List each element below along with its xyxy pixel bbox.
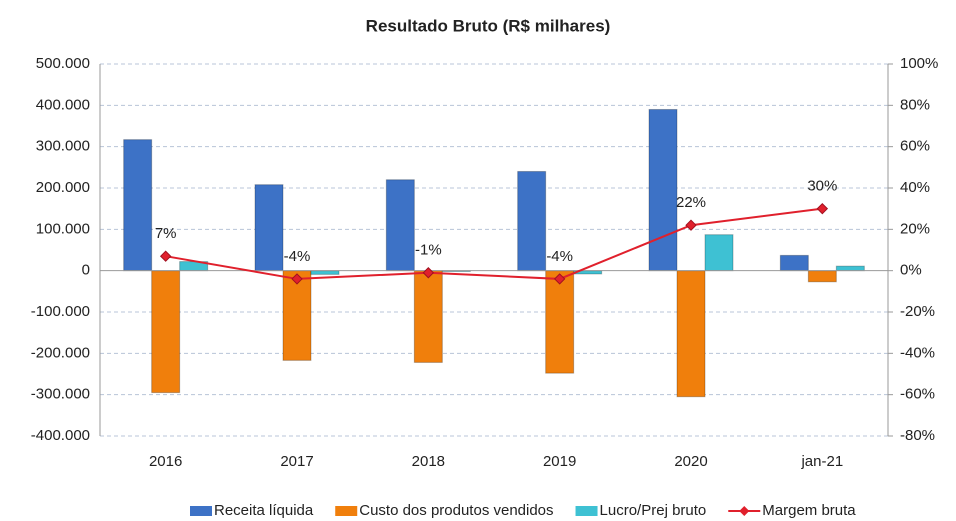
bar — [310, 270, 340, 275]
y-tick-label: 400.000 — [36, 96, 90, 113]
x-tick-label: 2019 — [543, 453, 576, 470]
marker — [159, 250, 172, 262]
bar — [648, 108, 678, 272]
marker — [816, 202, 829, 215]
y2-tick-label: -40% — [900, 344, 935, 361]
data-label: -1% — [415, 242, 442, 259]
bar — [385, 179, 415, 272]
x-tick-label: jan-21 — [800, 453, 843, 470]
y2-tick-label: -60% — [900, 386, 935, 403]
bar — [835, 265, 865, 272]
bar — [676, 270, 706, 398]
y2-tick-label: 100% — [900, 55, 938, 72]
line — [165, 207, 823, 280]
y2-tick-label: -80% — [900, 427, 935, 444]
chart-title: Resultado Bruto (R$ milhares) — [366, 16, 611, 35]
y-tick-label: 500.000 — [36, 55, 90, 72]
y2-tick-label: 80% — [900, 96, 930, 113]
bar — [779, 254, 809, 272]
y2-tick-label: 60% — [900, 138, 930, 155]
legend-label: Margem bruta — [762, 502, 856, 519]
bar — [254, 184, 284, 272]
bar — [123, 139, 153, 272]
data-label: -4% — [284, 248, 311, 265]
data-label: -4% — [546, 248, 573, 265]
y2-tick-label: 0% — [900, 262, 922, 279]
legend-swatch — [575, 506, 598, 516]
y-tick-label: 200.000 — [36, 179, 90, 196]
data-label: 7% — [155, 225, 177, 242]
bar — [151, 270, 181, 394]
x-tick-label: 2017 — [280, 453, 313, 470]
y2-tick-label: 40% — [900, 179, 930, 196]
data-label: 30% — [807, 178, 837, 195]
legend-swatch — [190, 506, 212, 516]
y2-tick-label: -20% — [900, 303, 935, 320]
bar — [282, 270, 312, 361]
legend-swatch — [335, 506, 358, 516]
marker — [685, 219, 697, 231]
legend-label: Receita líquida — [214, 502, 314, 519]
marker — [553, 273, 566, 285]
bar — [517, 170, 547, 272]
bar — [545, 270, 575, 374]
bar — [807, 270, 837, 283]
data-label: 22% — [676, 194, 706, 211]
marker — [291, 273, 303, 285]
marker — [422, 267, 435, 279]
y-tick-label: -100.000 — [31, 303, 90, 320]
x-tick-label: 2020 — [674, 453, 707, 470]
bar — [413, 270, 443, 363]
y-tick-label: 300.000 — [36, 138, 90, 155]
bar — [704, 234, 734, 272]
y-tick-label: 0 — [82, 262, 90, 279]
x-tick-label: 2016 — [149, 453, 182, 470]
legend-swatch — [739, 506, 750, 516]
y2-tick-label: 20% — [900, 220, 930, 237]
y-tick-label: -300.000 — [31, 386, 90, 403]
y-tick-label: -400.000 — [31, 427, 90, 444]
y-tick-label: 100.000 — [36, 220, 90, 237]
x-tick-label: 2018 — [412, 453, 445, 470]
legend-label: Lucro/Prej bruto — [600, 502, 707, 519]
legend-label: Custo dos produtos vendidos — [359, 502, 553, 519]
y-tick-label: -200.000 — [31, 344, 90, 361]
